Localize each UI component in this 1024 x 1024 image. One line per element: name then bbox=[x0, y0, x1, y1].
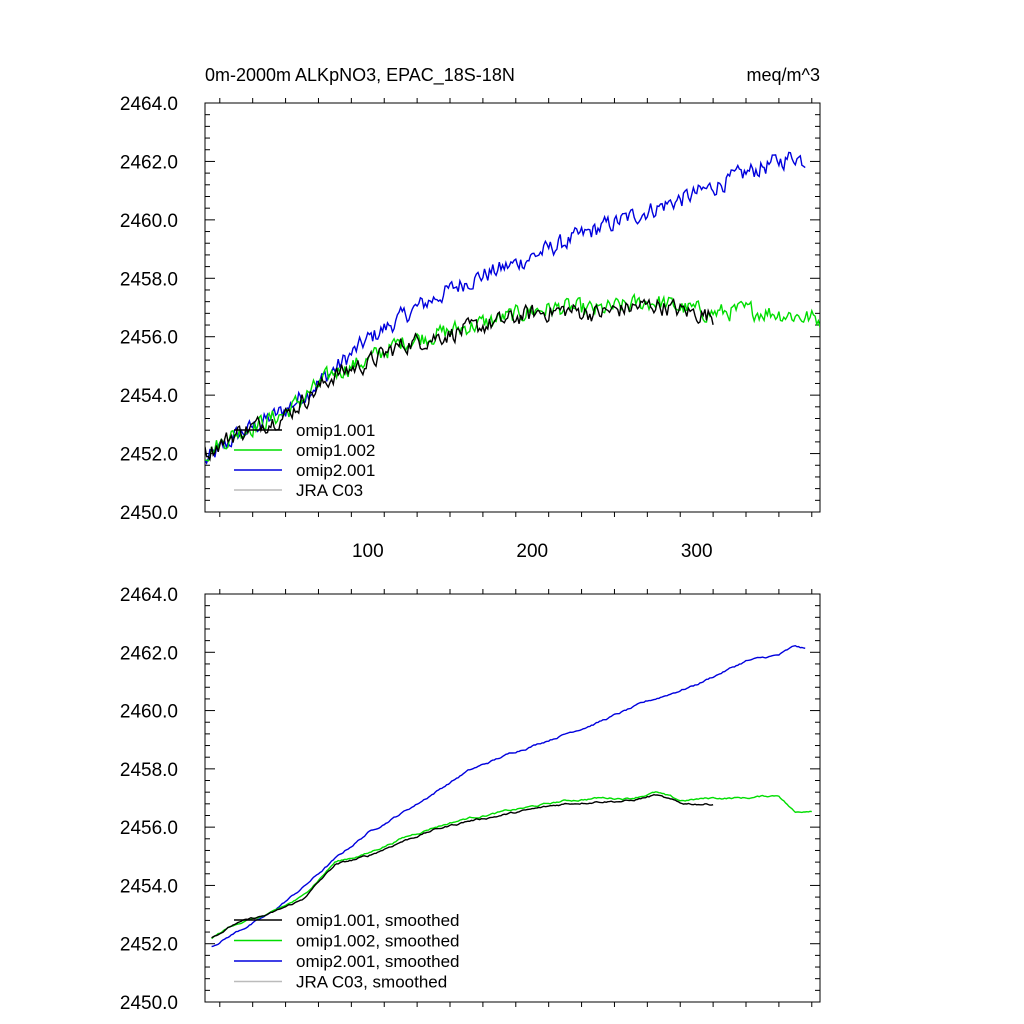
units-label: meq/m^3 bbox=[747, 65, 820, 85]
y-tick-label: 2456.0 bbox=[120, 818, 178, 839]
y-tick-label: 2462.0 bbox=[120, 643, 178, 664]
plot-frame bbox=[204, 593, 821, 1003]
y-tick-label: 2454.0 bbox=[120, 876, 178, 897]
legend-label: omip1.002, smoothed bbox=[296, 932, 460, 951]
chart-title: 0m-2000m ALKpNO3, EPAC_18S-18N bbox=[205, 65, 515, 86]
y-tick-label: 2460.0 bbox=[120, 211, 178, 232]
y-tick-label: 2460.0 bbox=[120, 702, 178, 723]
legend-label: omip2.001 bbox=[296, 461, 375, 480]
plot-frame bbox=[204, 102, 821, 513]
y-tick-label: 2464.0 bbox=[120, 94, 178, 115]
x-tick-label: 200 bbox=[516, 541, 548, 562]
legend-label: omip1.001, smoothed bbox=[296, 911, 460, 930]
legend-label: JRA C03, smoothed bbox=[296, 973, 447, 992]
legend-label: JRA C03 bbox=[296, 481, 363, 500]
y-tick-label: 2456.0 bbox=[120, 328, 178, 349]
top-panel: 2450.0 2452.0 2454.0 2456.0 2458.0 2460.0 2462… bbox=[120, 65, 821, 562]
series-line-omip1_002 bbox=[205, 292, 820, 462]
y-tick-label: 2450.0 bbox=[120, 503, 178, 524]
x-tick-label: 100 bbox=[352, 541, 384, 562]
legend-label: omip2.001, smoothed bbox=[296, 952, 460, 971]
y-tick-label: 2464.0 bbox=[120, 585, 178, 606]
legend-label: omip1.001 bbox=[296, 421, 375, 440]
y-tick-label: 2458.0 bbox=[120, 269, 178, 290]
bottom-panel: 2450.0 2452.0 2454.0 2456.0 2458.0 2460.0 2462… bbox=[120, 585, 821, 1014]
x-tick-label: 300 bbox=[681, 541, 713, 562]
y-tick-label: 2462.0 bbox=[120, 152, 178, 173]
legend-label: omip1.002 bbox=[296, 441, 375, 460]
y-tick-label: 2452.0 bbox=[120, 935, 178, 956]
series-line-omip1_001 bbox=[211, 793, 714, 939]
series-line-omip1_001 bbox=[205, 297, 714, 462]
series-line-omip2_001 bbox=[211, 644, 806, 948]
series-line-omip2_001 bbox=[205, 151, 806, 465]
y-tick-label: 2458.0 bbox=[120, 760, 178, 781]
y-tick-label: 2450.0 bbox=[120, 993, 178, 1014]
y-tick-label: 2454.0 bbox=[120, 386, 178, 407]
series-line-omip1_002 bbox=[211, 791, 812, 940]
y-tick-label: 2452.0 bbox=[120, 445, 178, 466]
